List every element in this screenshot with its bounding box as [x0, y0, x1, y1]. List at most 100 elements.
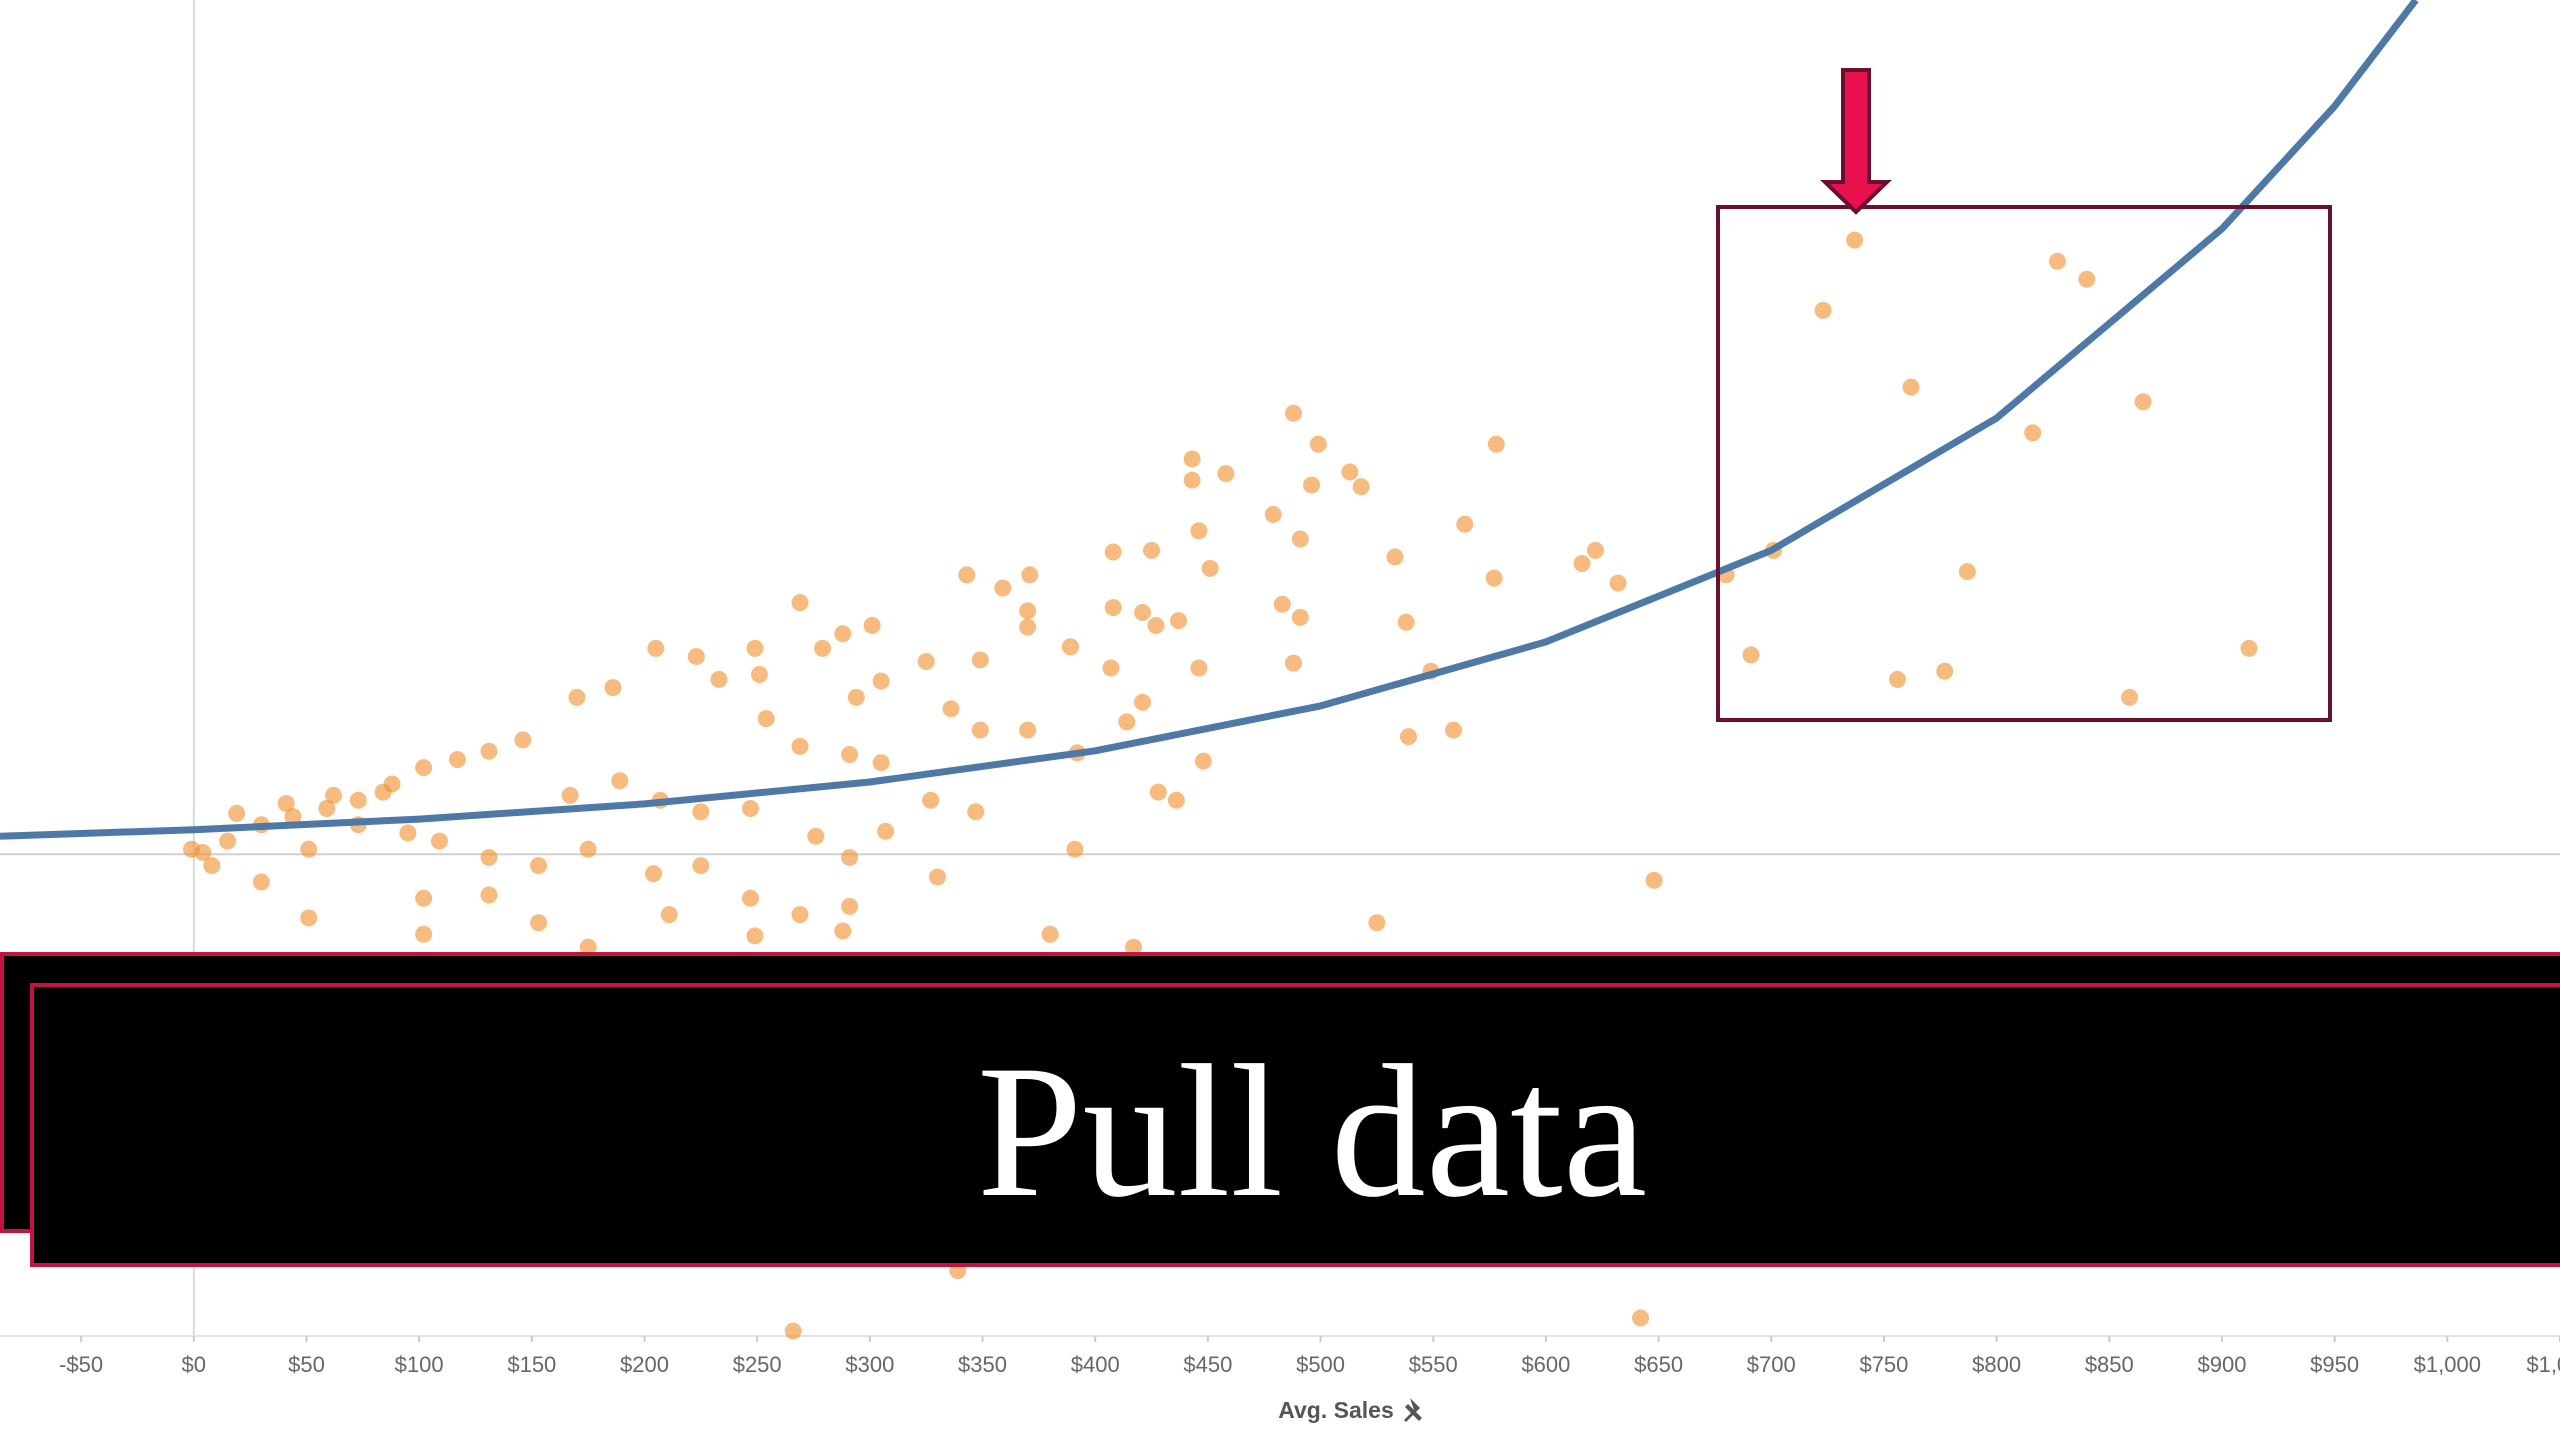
scatter-point	[349, 791, 367, 809]
scatter-point	[1061, 638, 1079, 656]
scatter-point	[1309, 435, 1327, 453]
scatter-point	[1190, 522, 1208, 540]
scatter-point	[611, 772, 629, 790]
scatter-point	[942, 700, 960, 718]
scatter-point	[561, 786, 579, 804]
scatter-point	[203, 857, 221, 875]
scatter-point	[1609, 574, 1627, 592]
trend-line	[0, 0, 2419, 840]
scatter-point	[399, 824, 417, 842]
scatter-point	[183, 840, 201, 858]
scatter-point	[530, 914, 548, 932]
scatter-point	[2048, 252, 2066, 270]
scatter-point	[757, 710, 775, 728]
scatter-point	[660, 906, 678, 924]
x-tick-label: $550	[1409, 1352, 1458, 1377]
scatter-point	[863, 617, 881, 635]
x-tick-label: $600	[1521, 1352, 1570, 1377]
x-tick-label: $700	[1747, 1352, 1796, 1377]
scatter-point	[579, 938, 597, 956]
x-tick-label: $800	[1972, 1352, 2021, 1377]
scatter-point	[1399, 728, 1417, 746]
scatter-point	[2121, 688, 2139, 706]
x-tick-label: -$50	[59, 1352, 103, 1377]
scatter-point	[1485, 569, 1503, 587]
x-tick-label: $650	[1634, 1352, 1683, 1377]
scatter-point	[710, 670, 728, 688]
scatter-point	[1645, 871, 1663, 889]
scatter-point	[1134, 693, 1152, 711]
scatter-point	[1041, 925, 1059, 943]
scatter-point	[1888, 670, 1906, 688]
x-tick-label: $150	[507, 1352, 556, 1377]
x-tick-label: $0	[182, 1352, 206, 1377]
x-tick-label: $500	[1296, 1352, 1345, 1377]
scatter-point	[300, 909, 318, 927]
scatter-point	[994, 579, 1012, 597]
scatter-point	[1021, 566, 1039, 584]
scatter-point	[1368, 914, 1386, 932]
scatter-point	[415, 925, 433, 943]
scatter-point	[480, 848, 498, 866]
scatter-point	[318, 799, 336, 817]
scatter-point	[325, 786, 343, 804]
scatter-point	[1352, 478, 1370, 496]
x-tick-label: $400	[1071, 1352, 1120, 1377]
scatter-point	[687, 648, 705, 666]
scatter-point	[448, 750, 466, 768]
scatter-point	[1019, 602, 1037, 620]
scatter-point	[847, 688, 865, 706]
x-tick-label: $200	[620, 1352, 669, 1377]
x-tick-label: $1,050	[2526, 1352, 2560, 1377]
scatter-point	[1217, 465, 1235, 483]
scatter-point	[1201, 559, 1219, 577]
scatter-point	[1456, 515, 1474, 533]
x-tick-label: $450	[1183, 1352, 1232, 1377]
scatter-point	[277, 795, 295, 813]
scatter-point	[1194, 752, 1212, 770]
scatter-point	[1170, 612, 1188, 630]
scatter-point	[1273, 595, 1291, 613]
scatter-point	[741, 799, 759, 817]
scatter-point	[917, 652, 935, 670]
scatter-point	[1573, 554, 1591, 572]
scatter-point	[1386, 548, 1404, 566]
scatter-point	[1147, 617, 1165, 635]
scatter-point	[872, 672, 890, 690]
scatter-point	[1104, 543, 1122, 561]
overlay: Pull data	[0, 68, 2560, 1267]
x-tick-label: $750	[1859, 1352, 1908, 1377]
scatter-point	[1285, 654, 1303, 672]
scatter-point	[746, 927, 764, 945]
scatter-point	[1019, 618, 1037, 636]
scatter-point	[1102, 659, 1120, 677]
scatter-point	[1125, 938, 1143, 956]
scatter-point	[430, 832, 448, 850]
scatter-point	[967, 803, 985, 821]
x-tick-label: $1,000	[2414, 1352, 2481, 1377]
scatter-point	[834, 922, 852, 940]
scatter-point	[791, 737, 809, 755]
scatter-point	[647, 639, 665, 657]
scatter-point	[971, 651, 989, 669]
scatter-point	[746, 639, 764, 657]
scatter-point	[841, 848, 859, 866]
scatter-point	[692, 803, 710, 821]
scatter-point	[692, 857, 710, 875]
scatter-point	[1183, 450, 1201, 468]
scatter-point	[219, 832, 237, 850]
scatter-point	[1183, 471, 1201, 489]
scatter-point	[1632, 1309, 1650, 1327]
x-tick-label: $100	[395, 1352, 444, 1377]
scatter-point	[2078, 270, 2096, 288]
scatter-point	[480, 886, 498, 904]
scatter-point	[568, 688, 586, 706]
scatter-point	[1066, 840, 1084, 858]
scatter-point	[741, 889, 759, 907]
scatter-point	[1285, 404, 1303, 422]
scatter-point	[1742, 646, 1760, 664]
scatter-point	[300, 840, 318, 858]
